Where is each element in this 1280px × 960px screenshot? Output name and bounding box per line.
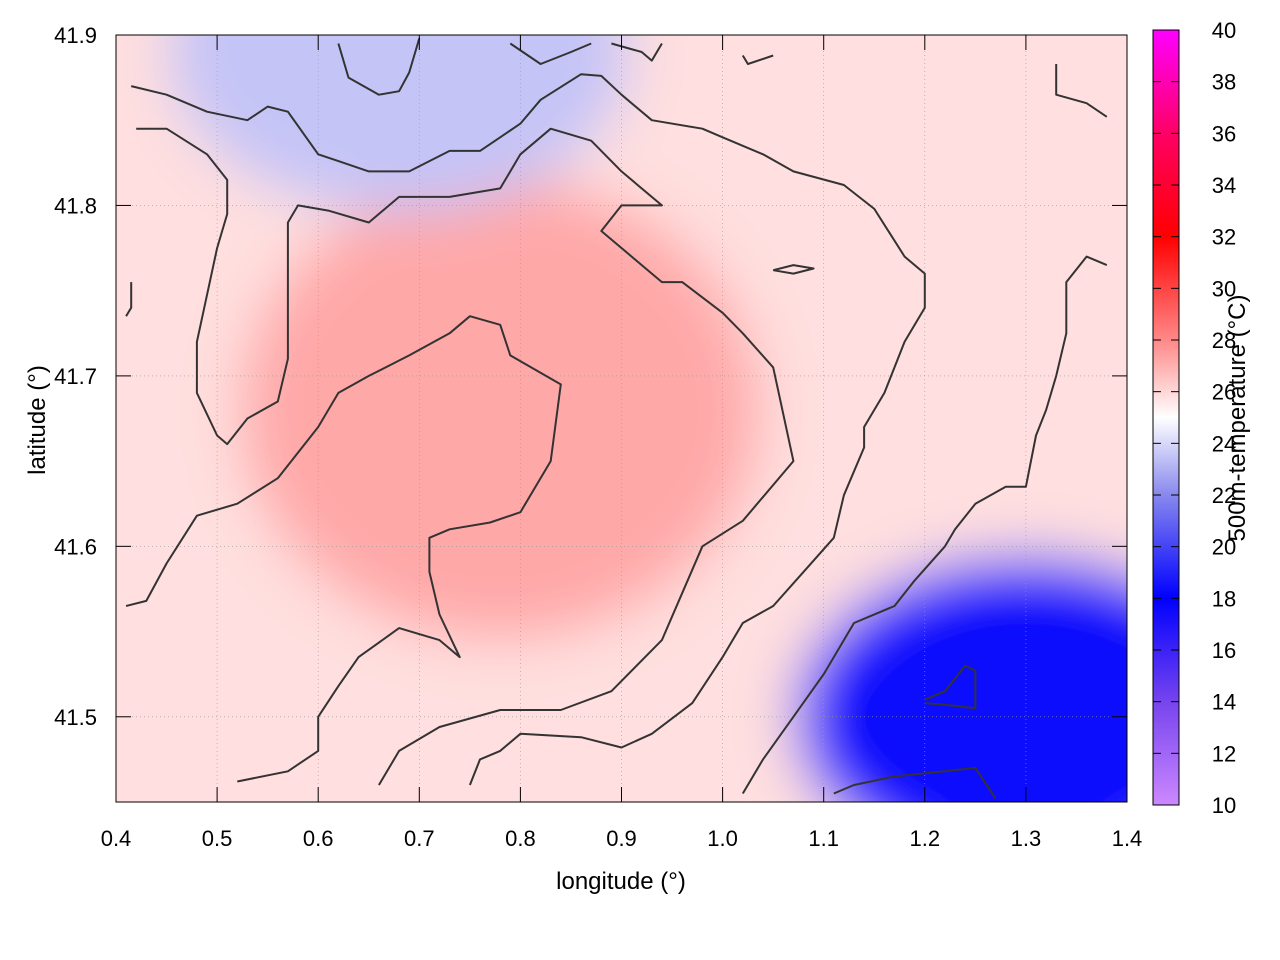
plot-area	[115, 34, 1128, 803]
x-tick-label: 1.1	[808, 826, 839, 851]
y-tick-label: 41.5	[54, 705, 97, 730]
x-tick-label: 0.4	[101, 826, 132, 851]
colorbar-tick-label: 16	[1212, 638, 1236, 663]
x-tick-label: 0.5	[202, 826, 233, 851]
x-tick-label: 0.9	[606, 826, 637, 851]
contour-line	[833, 766, 997, 800]
temperature-region	[169, 35, 630, 212]
contour-line	[741, 54, 774, 65]
colorbar-tick-label: 36	[1212, 121, 1236, 146]
colorbar-tick-label: 28	[1212, 328, 1236, 353]
temperature-region	[795, 556, 1127, 802]
contour-line	[1055, 64, 1108, 118]
x-tick-label: 1.0	[707, 826, 738, 851]
contour-line	[130, 73, 926, 786]
contour-line	[509, 42, 592, 65]
x-tick-label: 1.4	[1112, 826, 1143, 851]
x-axis-label: longitude (°)	[556, 868, 686, 895]
axis-ticks	[115, 34, 1128, 802]
contour-line	[125, 315, 562, 783]
colorbar-tick-labels: 10 12 14 16 18 20 22 24 26 28 30 32 34 36 38 40	[1212, 18, 1236, 818]
contour-line	[924, 664, 977, 710]
contour-line	[136, 127, 795, 786]
colorbar-tick-label: 12	[1212, 741, 1236, 766]
colorbar-tick-label: 18	[1212, 586, 1236, 611]
y-tick-labels: 41.5 41.6 41.7 41.8 41.9	[54, 23, 97, 730]
temperature-region	[240, 179, 761, 640]
x-tick-label: 1.2	[910, 826, 941, 851]
colorbar-label: 500m-temperature (°C)	[1224, 294, 1251, 541]
contour-line	[741, 255, 1108, 795]
contour-line	[611, 42, 663, 62]
y-tick-label: 41.9	[54, 23, 97, 48]
temperature-blobs	[116, 35, 1127, 802]
y-tick-label: 41.8	[54, 193, 97, 218]
contour-lines	[125, 38, 1108, 800]
colorbar-tick-label: 38	[1212, 70, 1236, 95]
temperature-field	[116, 35, 1127, 802]
colorbar-tick-label: 32	[1212, 225, 1236, 250]
contour-line	[125, 282, 133, 317]
colorbar-tick-label: 20	[1212, 535, 1236, 560]
x-tick-labels: 0.4 0.5 0.6 0.7 0.8 0.9 1.0 1.1 1.2 1.3 1.4	[101, 826, 1143, 851]
y-tick-label: 41.6	[54, 534, 97, 559]
y-axis-label: latitude (°)	[24, 365, 51, 475]
x-tick-label: 0.6	[303, 826, 334, 851]
contour-line	[337, 38, 421, 96]
colorbar-tick-label: 10	[1212, 793, 1236, 818]
x-tick-label: 1.3	[1011, 826, 1042, 851]
colorbar: 10 12 14 16 18 20 22 24 26 28 30 32 34 36 38 40 500m-te…	[1152, 18, 1251, 818]
colorbar-tick-label: 22	[1212, 483, 1236, 508]
x-tick-label: 0.7	[404, 826, 435, 851]
x-tick-label: 0.8	[505, 826, 536, 851]
colorbar-tick-label: 24	[1212, 431, 1236, 456]
colorbar-gradient	[1152, 29, 1180, 806]
colorbar-tick-label: 30	[1212, 276, 1236, 301]
y-tick-label: 41.7	[54, 364, 97, 389]
contour-line	[772, 264, 815, 275]
colorbar-ticks	[1153, 29, 1179, 806]
colorbar-tick-label: 26	[1212, 380, 1236, 405]
colorbar-tick-label: 34	[1212, 173, 1236, 198]
colorbar-tick-label: 40	[1212, 18, 1236, 43]
colorbar-tick-label: 14	[1212, 690, 1236, 715]
